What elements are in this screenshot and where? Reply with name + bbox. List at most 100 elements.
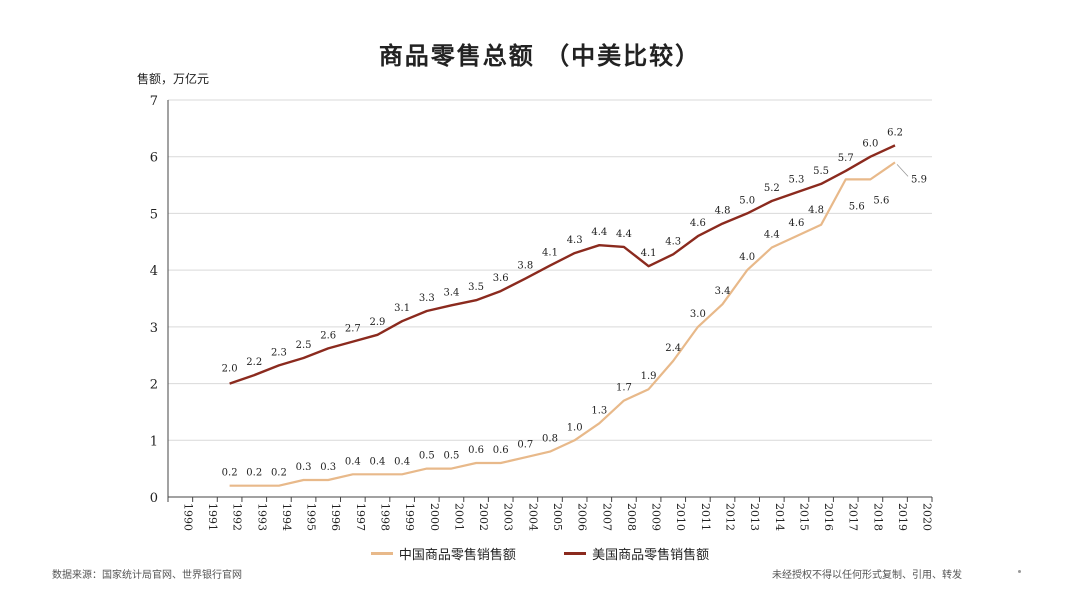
data-label-china: 0.7 — [517, 439, 533, 450]
data-label-china: 0.2 — [271, 468, 287, 479]
data-label-china: 3.4 — [715, 286, 731, 297]
data-label-us: 3.8 — [517, 261, 533, 272]
data-label-us: 4.3 — [567, 235, 583, 246]
legend: 中国商品零售销售额 美国商品零售销售额 — [0, 544, 1080, 563]
data-label-us: 2.7 — [345, 324, 361, 335]
data-label-china: 1.7 — [616, 383, 632, 394]
x-tick-label: 1996 — [329, 503, 342, 531]
data-label-china: 5.6 — [849, 201, 865, 212]
x-tick-label: 2013 — [748, 503, 761, 531]
x-tick-label: 1997 — [354, 503, 367, 531]
y-tick-label: 1 — [150, 434, 158, 449]
data-label-us: 2.3 — [271, 347, 287, 358]
legend-label-china: 中国商品零售销售额 — [398, 548, 516, 563]
x-tick-label: 2010 — [674, 503, 687, 531]
data-label-us: 5.3 — [788, 174, 804, 185]
x-tick-label: 2001 — [452, 503, 465, 531]
data-label-china: 1.0 — [567, 422, 583, 433]
legend-label-us: 美国商品零售销售额 — [592, 548, 710, 563]
data-label-china: 0.2 — [222, 468, 238, 479]
data-label-china: 0.5 — [443, 451, 459, 462]
data-label-china: 0.4 — [345, 456, 361, 467]
data-label-china: 0.3 — [296, 462, 312, 473]
x-tick-label: 2011 — [699, 503, 712, 531]
data-label-us: 3.3 — [419, 293, 435, 304]
data-label-china: 2.4 — [665, 343, 681, 354]
x-tick-label: 1998 — [378, 503, 391, 531]
x-tick-label: 2003 — [502, 503, 515, 531]
data-label-china: 0.3 — [320, 462, 336, 473]
data-label-us: 5.7 — [838, 153, 854, 164]
x-tick-label: 2008 — [625, 503, 638, 531]
x-tick-label: 2006 — [576, 503, 589, 531]
data-label-us: 2.2 — [246, 357, 262, 368]
data-label-us: 3.5 — [468, 282, 484, 293]
x-tick-label: 2000 — [428, 503, 441, 531]
x-tick-label: 2015 — [797, 503, 810, 531]
x-tick-label: 2019 — [896, 503, 909, 531]
data-label-us: 4.6 — [690, 218, 706, 229]
x-tick-label: 2020 — [921, 503, 934, 531]
data-label-china: 0.5 — [419, 451, 435, 462]
data-source-note: 数据来源：国家统计局官网、世界银行官网 — [52, 570, 242, 581]
data-label-china: 0.8 — [542, 434, 558, 445]
x-tick-label: 2007 — [600, 503, 613, 531]
data-label-china: 1.9 — [641, 371, 657, 382]
data-label-us: 5.5 — [813, 166, 829, 177]
data-label-china: 0.4 — [394, 456, 410, 467]
legend-item-china: 中国商品零售销售额 — [370, 544, 516, 563]
data-label-china: 5.9 — [911, 174, 927, 185]
y-tick-label: 3 — [150, 321, 158, 336]
data-label-us: 2.5 — [296, 340, 312, 351]
x-tick-label: 2016 — [822, 503, 835, 531]
data-label-us: 4.8 — [715, 206, 731, 217]
series-line-china — [229, 161, 896, 487]
x-tick-label: 2014 — [773, 503, 786, 531]
data-label-us: 4.1 — [542, 248, 558, 259]
legend-item-us: 美国商品零售销售额 — [564, 544, 709, 563]
x-tick-label: 2012 — [724, 503, 737, 531]
data-label-us: 3.4 — [443, 287, 459, 298]
label-leader — [896, 164, 909, 177]
chart-title: 商品零售总额 （中美比较） — [378, 41, 702, 70]
data-label-china: 5.6 — [873, 195, 889, 206]
data-label-china: 0.4 — [370, 456, 386, 467]
y-tick-label: 0 — [150, 491, 158, 506]
data-label-china: 4.8 — [808, 205, 824, 216]
x-tick-label: 1995 — [305, 503, 318, 531]
x-tick-label: 1991 — [206, 503, 219, 531]
data-label-us: 4.4 — [591, 227, 607, 238]
data-label-china: 0.6 — [493, 445, 509, 456]
data-label-us: 2.0 — [222, 364, 238, 375]
data-label-us: 4.1 — [641, 248, 657, 259]
series-line-us — [229, 144, 896, 385]
x-tick-label: 1992 — [231, 503, 244, 531]
data-label-us: 5.2 — [764, 183, 780, 194]
data-label-us: 6.2 — [887, 127, 903, 138]
copyright-note: 未经授权不得以任何形式复制、引用、转发 — [772, 570, 962, 581]
data-label-china: 1.3 — [591, 405, 607, 416]
x-tick-label: 2009 — [650, 503, 663, 531]
y-tick-label: 5 — [150, 207, 158, 222]
data-label-china: 4.4 — [764, 229, 780, 240]
data-label-us: 6.0 — [862, 139, 878, 150]
x-tick-label: 1993 — [255, 503, 268, 531]
data-label-china: 0.2 — [246, 468, 262, 479]
data-label-us: 3.1 — [394, 303, 410, 314]
x-tick-label: 2018 — [871, 503, 884, 531]
y-tick-label: 4 — [150, 264, 158, 279]
y-axis-label: 售额，万亿元 — [137, 72, 210, 86]
data-label-china: 4.0 — [739, 252, 755, 263]
x-tick-label: 1990 — [181, 503, 194, 531]
data-label-us: 4.4 — [616, 229, 632, 240]
x-tick-label: 2002 — [477, 503, 490, 531]
data-label-china: 0.6 — [468, 445, 484, 456]
data-label-us: 2.6 — [320, 330, 336, 341]
decorative-dot — [1018, 570, 1021, 573]
data-label-us: 4.3 — [665, 236, 681, 247]
data-label-china: 4.6 — [788, 218, 804, 229]
x-tick-label: 2005 — [551, 503, 564, 531]
legend-swatch-us — [564, 552, 587, 555]
data-label-us: 3.6 — [493, 273, 509, 284]
x-tick-label: 2004 — [526, 503, 539, 531]
